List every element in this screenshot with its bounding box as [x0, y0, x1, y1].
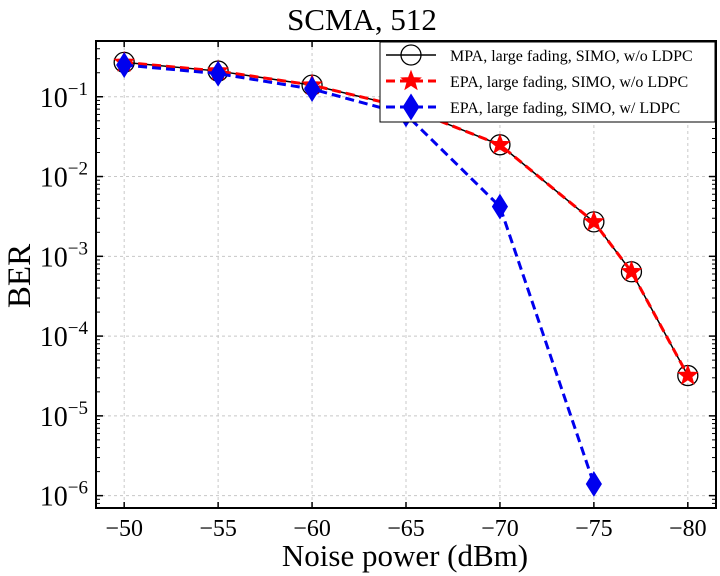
data-point	[303, 76, 321, 102]
x-tick-label: −75	[575, 516, 613, 542]
data-point	[583, 210, 605, 232]
data-point	[116, 52, 133, 78]
x-tick-label: −60	[293, 516, 331, 542]
y-tick-label: 10−2	[40, 159, 88, 194]
series-line	[124, 60, 690, 377]
data-point	[491, 193, 509, 220]
legend-label: EPA, large fading, SIMO, w/ LDPC	[450, 100, 680, 117]
x-tick-label: −65	[387, 516, 425, 542]
y-tick-label: 10−6	[40, 478, 88, 513]
data-point	[210, 60, 227, 87]
x-tick-label: −50	[105, 516, 143, 542]
legend-label: EPA, large fading, SIMO, w/o LDPC	[450, 74, 688, 91]
series-line	[124, 63, 596, 485]
y-tick-label: 10−5	[40, 398, 88, 433]
data-point	[585, 471, 602, 497]
x-tick-label: −55	[199, 516, 237, 542]
legend-marker	[400, 69, 422, 91]
data-point	[489, 133, 511, 155]
series-layer	[113, 50, 699, 497]
x-tick-label: −80	[669, 516, 707, 542]
y-axis-label: BER	[2, 244, 38, 308]
legend-marker	[400, 44, 422, 66]
chart-title: SCMA, 512	[287, 2, 437, 37]
data-point	[620, 260, 643, 282]
legend-label: MPA, large fading, SIMO, w/o LDPC	[450, 48, 693, 65]
x-axis-label: Noise power (dBm)	[282, 538, 528, 573]
legend-marker	[402, 93, 420, 121]
axis-ticks: −50 −55 −60 −65 −70 −75 −80 10−1 10−2 10−3 10−4 10−…	[40, 41, 716, 542]
x-tick-label: −70	[481, 516, 519, 542]
y-tick-label: 10−1	[40, 79, 88, 114]
data-point	[676, 364, 699, 385]
legend: MPA, large fading, SIMO, w/o LDPC EPA, la…	[379, 41, 716, 123]
y-tick-label: 10−3	[40, 238, 88, 273]
y-tick-label: 10−4	[40, 318, 89, 353]
